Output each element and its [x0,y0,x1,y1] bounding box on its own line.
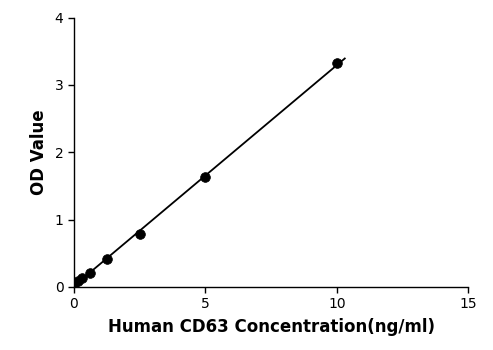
Point [333,61,341,66]
Point [86,270,94,276]
Point [202,174,210,180]
X-axis label: Human CD63 Concentration(ng/ml): Human CD63 Concentration(ng/ml) [107,318,435,336]
Point [103,256,111,261]
Point [78,275,86,281]
Point [74,278,82,284]
Y-axis label: OD Value: OD Value [30,110,48,195]
Point [70,281,78,286]
Point [136,232,143,237]
